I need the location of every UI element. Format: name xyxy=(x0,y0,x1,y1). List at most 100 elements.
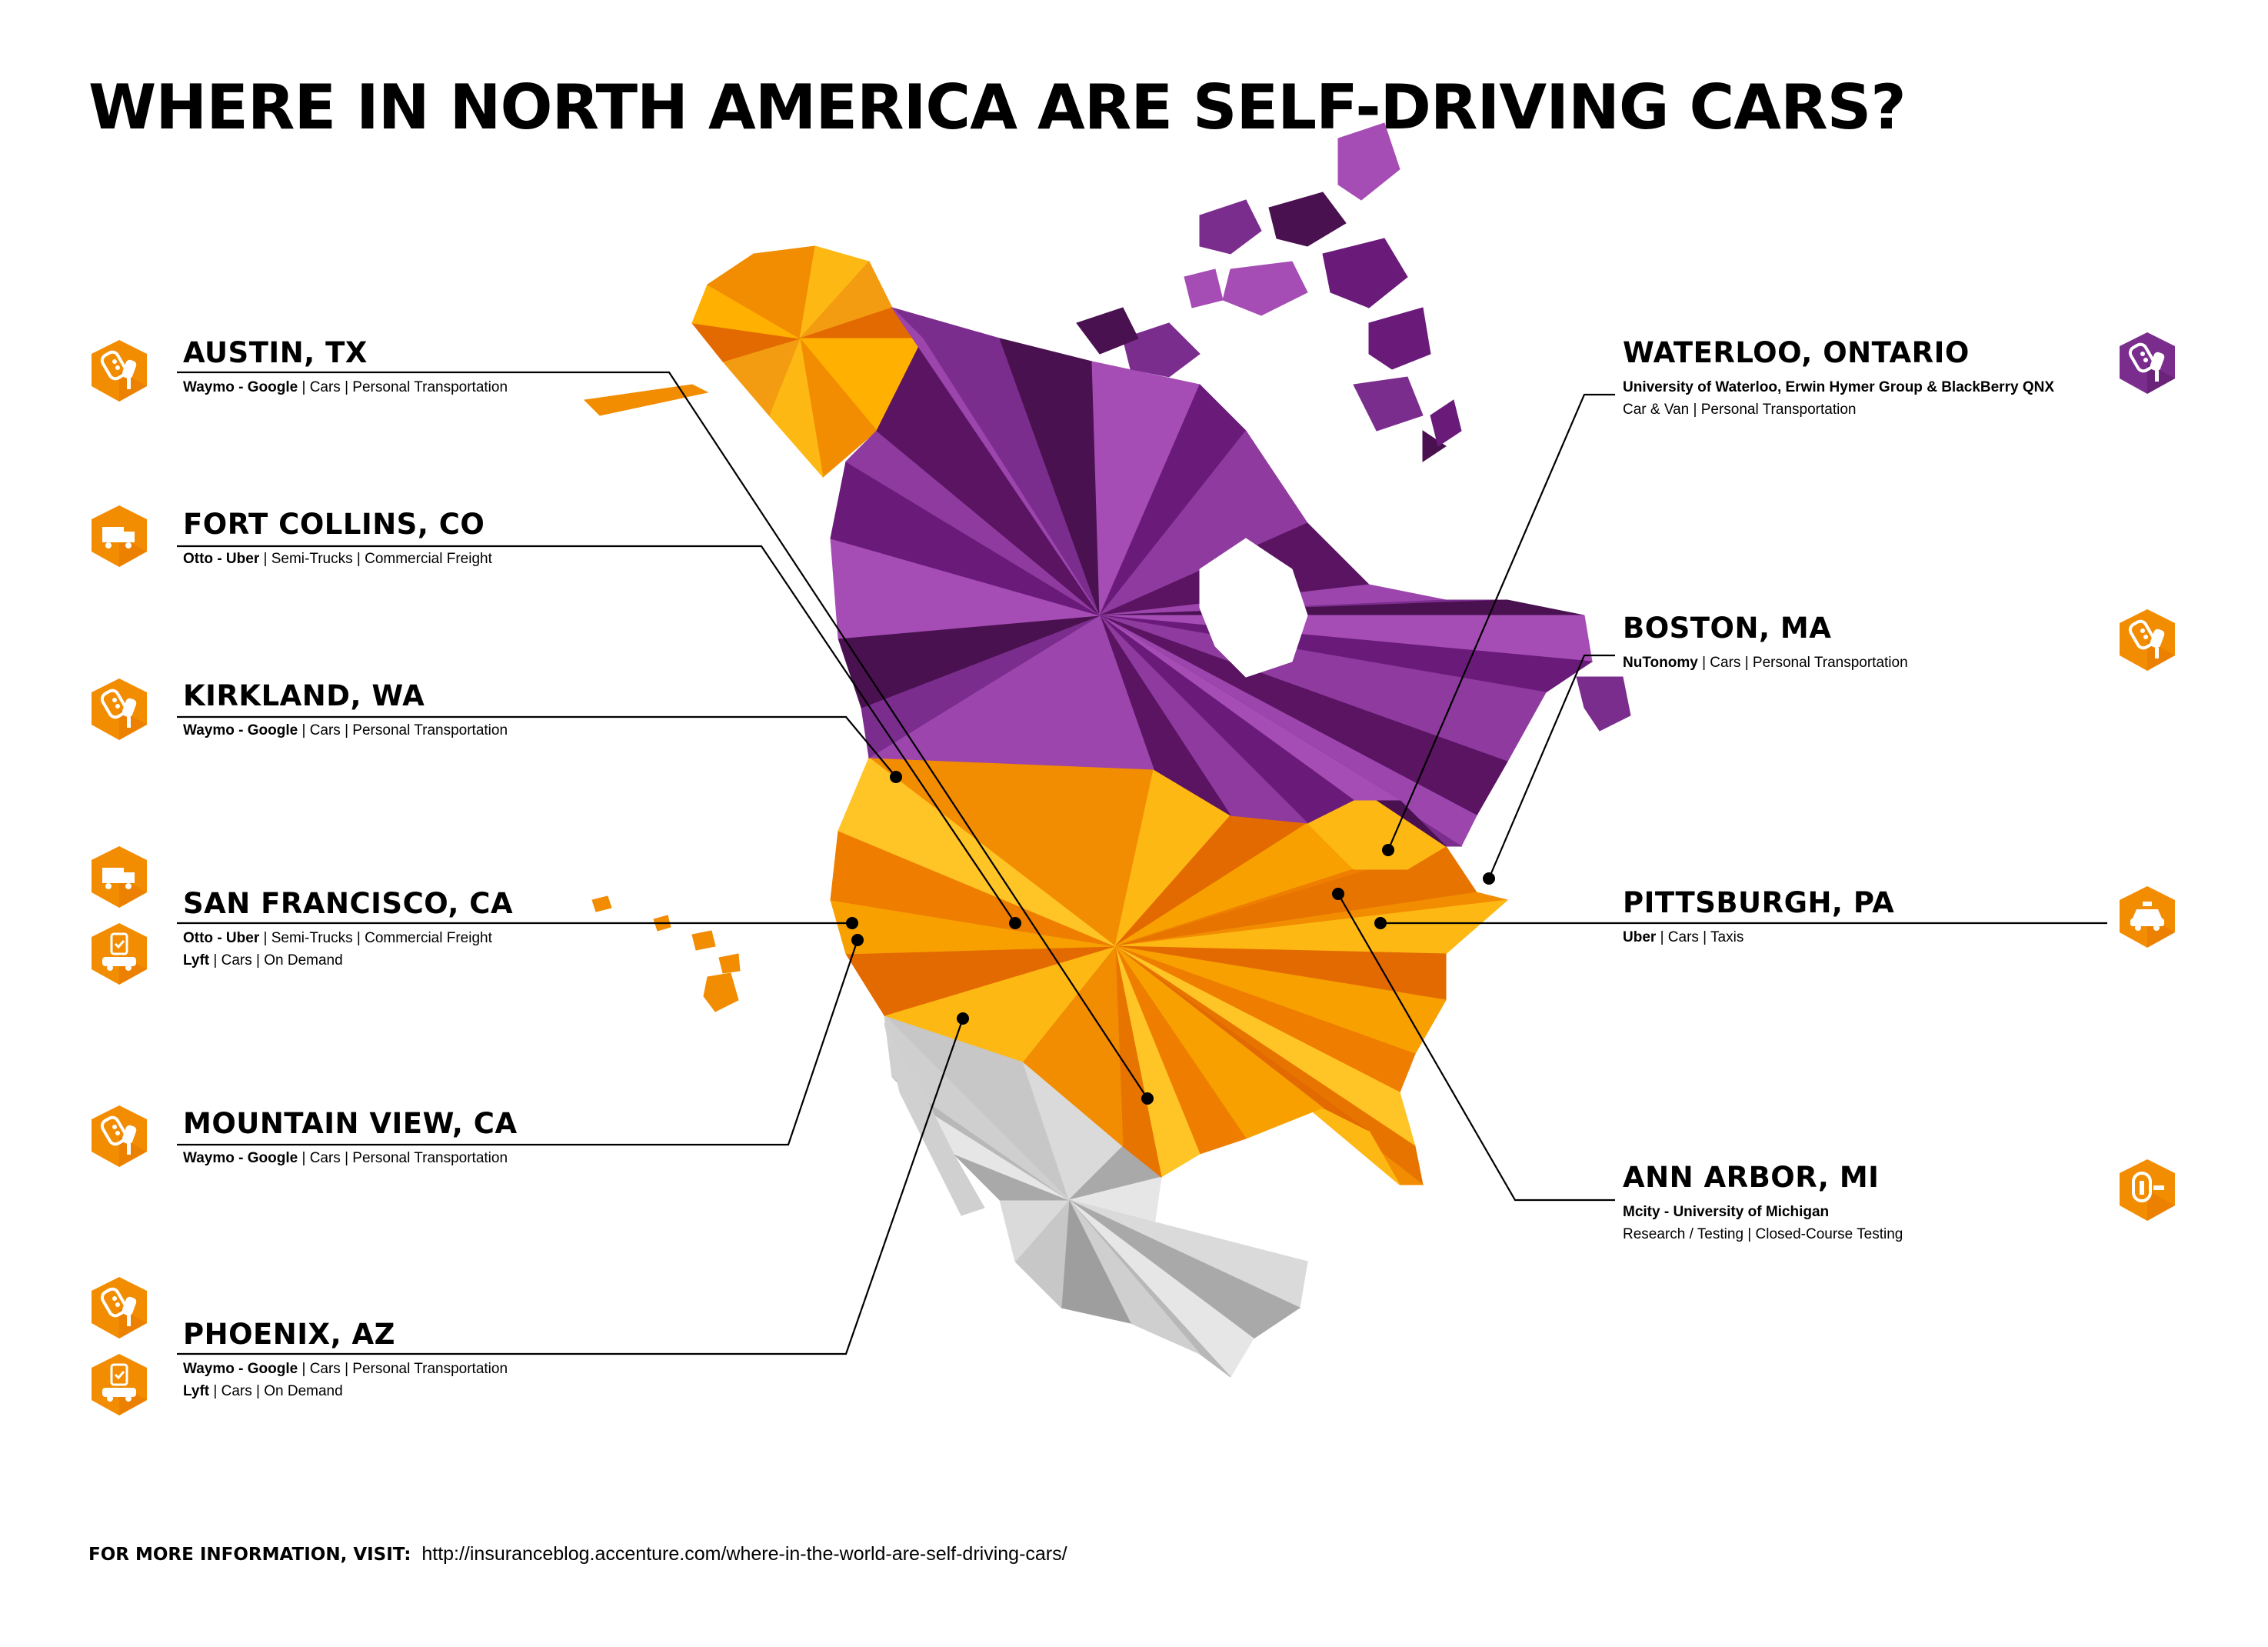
arctic-island xyxy=(1184,268,1224,308)
location-phoenix: PHOENIX, AZ Waymo - Google | Cars | Perso… xyxy=(183,1320,508,1402)
operator-detail: Waymo - Google | Cars | Personal Transpo… xyxy=(183,1358,508,1380)
mexico-facet xyxy=(884,1014,1070,1201)
hawaii-island xyxy=(703,972,739,1012)
operator-detail: Waymo - Google | Cars | Personal Transpo… xyxy=(183,719,508,742)
operator-category: Research / Testing | Closed-Course Testi… xyxy=(1623,1226,1903,1242)
operator-name: Otto - Uber xyxy=(183,551,260,567)
footer: FOR MORE INFORMATION, VISIT: http://insu… xyxy=(88,1543,1067,1565)
car-key-icon xyxy=(88,677,150,742)
city-name: WATERLOO, ONTARIO xyxy=(1623,336,1970,369)
operator-category: | Cars | On Demand xyxy=(209,1383,343,1399)
operator-category: | Cars | Personal Transportation xyxy=(298,379,508,395)
location-waterloo: WATERLOO, ONTARIO University of Waterloo,… xyxy=(1623,338,2054,421)
location-austin: AUSTIN, TX Waymo - Google | Cars | Person… xyxy=(183,338,508,398)
operator-detail: Car & Van | Personal Transportation xyxy=(1623,398,2054,421)
footer-url-link[interactable]: http://insuranceblog.accenture.com/where… xyxy=(421,1543,1067,1565)
arctic-island xyxy=(1368,307,1431,370)
operator-name: NuTonomy xyxy=(1623,655,1698,671)
operator-category: | Cars | Personal Transportation xyxy=(1697,655,1908,671)
car-key-icon xyxy=(88,338,150,403)
car-key-icon xyxy=(2116,608,2178,672)
hawaii-islands xyxy=(591,895,741,1012)
leader-line-mountainview xyxy=(177,939,859,1146)
operator-category: Car & Van | Personal Transportation xyxy=(1623,402,1857,418)
city-marker-fortcollins xyxy=(1009,917,1021,929)
location-kirkland: KIRKLAND, WA Waymo - Google | Cars | Pers… xyxy=(183,682,508,742)
on-demand-car-icon xyxy=(88,922,150,986)
operator-detail: Otto - Uber | Semi-Trucks | Commercial F… xyxy=(183,927,513,949)
arctic-island xyxy=(1353,376,1424,432)
hudson-bay xyxy=(1199,538,1308,678)
leader-lines xyxy=(177,371,2107,1355)
city-marker-mountainview xyxy=(851,934,864,946)
hawaii-island xyxy=(691,930,716,951)
operator-name: Lyft xyxy=(183,1383,210,1399)
arctic-island xyxy=(1430,399,1462,447)
city-name: AUSTIN, TX xyxy=(183,336,368,369)
operator-name: Otto - Uber xyxy=(183,930,260,946)
truck-icon xyxy=(88,504,150,568)
leader-line-phoenix xyxy=(177,1018,964,1355)
operator-name: Lyft xyxy=(183,952,210,969)
city-marker-pittsburgh xyxy=(1374,917,1387,929)
operator-detail: Waymo - Google | Cars | Personal Transpo… xyxy=(183,1147,518,1169)
leader-line-fortcollins xyxy=(177,545,1016,924)
city-name: BOSTON, MA xyxy=(1623,612,1832,645)
city-name: PITTSBURGH, PA xyxy=(1623,886,1895,919)
operator-category: | Cars | Personal Transportation xyxy=(298,722,508,738)
on-demand-car-icon xyxy=(88,1352,150,1417)
operator-name: Waymo - Google xyxy=(183,379,298,395)
canada-facet xyxy=(891,307,1101,616)
operator-detail: Otto - Uber | Semi-Trucks | Commercial F… xyxy=(183,548,492,570)
city-name: SAN FRANCISCO, CA xyxy=(183,887,514,920)
arctic-island xyxy=(1268,192,1347,247)
leader-line-boston xyxy=(1487,654,1615,879)
arctic-island xyxy=(1199,199,1262,255)
operator-category: | Cars | On Demand xyxy=(209,952,343,969)
newfoundland-island xyxy=(1576,676,1631,732)
leader-line-annarbor xyxy=(1337,893,1615,1202)
mexico-region xyxy=(884,1014,1309,1378)
operator-name: Mcity - University of Michigan xyxy=(1623,1204,1830,1220)
taxi-icon xyxy=(2116,885,2178,949)
page-title: WHERE IN NORTH AMERICA ARE SELF-DRIVING … xyxy=(88,72,1907,143)
city-name: FORT COLLINS, CO xyxy=(183,508,485,541)
city-marker-annarbor xyxy=(1332,888,1344,900)
test-track-icon xyxy=(2116,1158,2178,1222)
arctic-island xyxy=(1337,122,1400,201)
operator-category: | Semi-Trucks | Commercial Freight xyxy=(259,551,492,567)
arctic-island xyxy=(1422,430,1447,462)
location-fortcollins: FORT COLLINS, CO Otto - Uber | Semi-Truck… xyxy=(183,510,492,570)
operator-category: | Cars | Personal Transportation xyxy=(298,1150,508,1166)
arctic-islands xyxy=(1076,122,1631,732)
location-pittsburgh: PITTSBURGH, PA Uber | Cars | Taxis xyxy=(1623,889,1894,949)
arctic-island xyxy=(1122,322,1201,378)
operator-detail: Lyft | Cars | On Demand xyxy=(183,949,513,972)
city-marker-sanfrancisco xyxy=(846,917,858,929)
operator-name: Uber xyxy=(1623,929,1657,945)
operator-category: | Cars | Personal Transportation xyxy=(298,1361,508,1377)
leader-line-waterloo xyxy=(1387,393,1615,851)
city-marker-waterloo xyxy=(1382,844,1394,856)
operator-name: Waymo - Google xyxy=(183,1361,298,1377)
operator-detail: Research / Testing | Closed-Course Testi… xyxy=(1623,1223,1903,1245)
truck-icon xyxy=(88,845,150,909)
city-name: ANN ARBOR, MI xyxy=(1623,1161,1880,1194)
city-marker-phoenix xyxy=(957,1012,969,1025)
operator-detail: Mcity - University of Michigan xyxy=(1623,1201,1903,1223)
operator-detail: Uber | Cars | Taxis xyxy=(1623,926,1894,949)
operator-detail: NuTonomy | Cars | Personal Transportatio… xyxy=(1623,652,1908,674)
footer-label: FOR MORE INFORMATION, VISIT: xyxy=(88,1545,411,1565)
canada-region xyxy=(830,307,1594,847)
car-key-icon xyxy=(88,1104,150,1169)
car-key-icon xyxy=(2116,331,2178,395)
arctic-island xyxy=(1076,307,1139,355)
operator-detail: University of Waterloo, Erwin Hymer Grou… xyxy=(1623,376,2054,398)
car-key-icon xyxy=(88,1275,150,1340)
hawaii-island xyxy=(591,895,612,912)
operator-category: | Cars | Taxis xyxy=(1656,929,1744,945)
aleutian-islands xyxy=(583,384,709,416)
location-annarbor: ANN ARBOR, MI Mcity - University of Michi… xyxy=(1623,1163,1903,1245)
